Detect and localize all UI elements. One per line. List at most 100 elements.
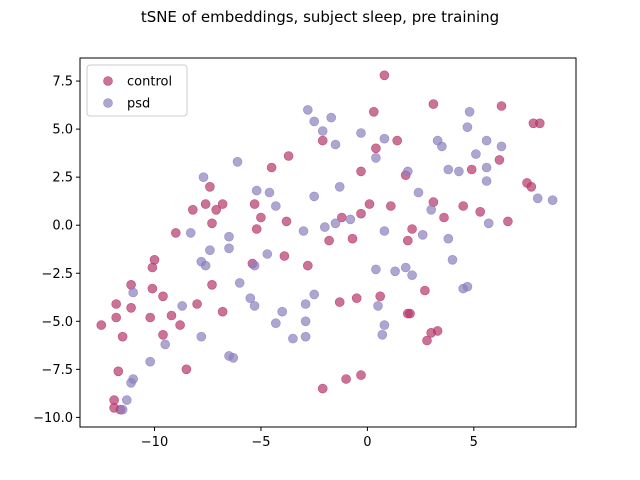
- point-control-42: [279, 251, 290, 261]
- point-control-20: [200, 199, 211, 209]
- point-control-61: [351, 293, 362, 304]
- point-psd-44: [447, 254, 458, 265]
- y-tick-label: −5.0: [41, 315, 73, 330]
- point-psd-76: [122, 395, 132, 405]
- point-psd-2: [326, 112, 337, 123]
- point-psd-55: [458, 283, 469, 294]
- point-psd-70: [160, 339, 170, 350]
- point-psd-61: [373, 301, 383, 311]
- point-psd-8: [330, 139, 341, 150]
- y-tick-label: −7.5: [41, 363, 73, 378]
- point-psd-66: [288, 333, 298, 344]
- y-tick-label: 2.5: [52, 171, 73, 186]
- point-control-32: [503, 216, 513, 227]
- point-control-38: [347, 233, 358, 244]
- point-control-26: [256, 212, 266, 223]
- point-psd-69: [377, 329, 388, 340]
- point-control-68: [432, 326, 443, 336]
- point-control-31: [475, 207, 486, 217]
- point-psd-33: [483, 218, 494, 229]
- point-psd-30: [426, 205, 437, 215]
- point-control-69: [422, 335, 432, 346]
- series-psd: [117, 105, 558, 415]
- point-psd-21: [481, 176, 492, 186]
- point-psd-5: [317, 126, 328, 136]
- point-psd-56: [177, 301, 187, 311]
- point-control-21: [217, 199, 228, 209]
- point-psd-50: [390, 266, 400, 277]
- y-tick-label: 7.5: [52, 75, 73, 90]
- point-psd-32: [330, 218, 341, 229]
- point-psd-16: [443, 164, 454, 175]
- point-psd-3: [464, 107, 475, 117]
- point-psd-23: [251, 185, 262, 196]
- plot-frame: [79, 57, 577, 428]
- x-axis: −10 −5 0 5: [141, 427, 478, 450]
- point-control-19: [249, 199, 260, 209]
- point-psd-11: [481, 135, 492, 146]
- point-psd-24: [264, 187, 275, 198]
- point-control-62: [375, 291, 386, 302]
- y-tick-label: −10.0: [33, 411, 73, 426]
- point-psd-25: [413, 187, 424, 198]
- legend: control psd: [86, 64, 188, 117]
- point-psd-63: [270, 318, 281, 329]
- point-control-43: [147, 262, 158, 273]
- point-control-55: [166, 310, 177, 321]
- point-control-60: [334, 297, 345, 307]
- point-psd-15: [371, 153, 381, 163]
- point-psd-75: [126, 377, 136, 388]
- point-control-10: [266, 162, 277, 173]
- point-control-24: [188, 205, 198, 215]
- point-psd-72: [228, 352, 239, 363]
- point-control-48: [207, 279, 217, 290]
- point-psd-34: [319, 222, 330, 232]
- point-psd-52: [234, 278, 245, 288]
- point-psd-58: [249, 301, 260, 311]
- point-psd-40: [443, 233, 454, 244]
- point-psd-37: [185, 228, 196, 238]
- point-control-9: [283, 151, 294, 161]
- point-psd-60: [277, 306, 288, 317]
- point-psd-46: [200, 260, 211, 271]
- point-control-73: [341, 374, 351, 384]
- point-psd-49: [371, 264, 381, 275]
- point-psd-29: [270, 201, 281, 211]
- legend-label-psd: psd: [127, 97, 150, 112]
- point-psd-64: [300, 316, 311, 327]
- point-psd-39: [224, 231, 234, 242]
- points-layer: [96, 70, 558, 415]
- point-control-40: [402, 235, 413, 246]
- point-control-3: [368, 107, 379, 117]
- point-control-72: [317, 383, 328, 394]
- legend-marker-control: [103, 76, 113, 86]
- point-control-7: [317, 135, 328, 146]
- legend-label-control: control: [127, 75, 172, 90]
- x-tick-label: −10: [141, 435, 168, 450]
- point-psd-38: [417, 230, 428, 240]
- point-psd-36: [298, 226, 309, 236]
- legend-marker-psd: [103, 98, 113, 108]
- point-psd-48: [400, 262, 411, 273]
- point-control-54: [217, 306, 228, 317]
- point-psd-22: [334, 182, 345, 192]
- point-control-51: [111, 299, 121, 309]
- x-tick-label: 5: [470, 435, 478, 450]
- point-psd-68: [196, 331, 207, 342]
- y-tick-label: −2.5: [41, 267, 73, 282]
- point-control-16: [205, 182, 215, 192]
- point-control-29: [281, 216, 292, 227]
- point-psd-20: [198, 172, 209, 182]
- point-psd-73: [145, 356, 155, 367]
- point-control-74: [356, 370, 366, 380]
- point-control-59: [175, 320, 185, 330]
- point-psd-59: [300, 299, 311, 309]
- point-control-39: [324, 235, 334, 246]
- point-psd-19: [402, 166, 413, 177]
- x-tick-label: 0: [363, 435, 371, 450]
- point-control-0: [379, 70, 390, 81]
- point-psd-27: [532, 193, 543, 204]
- point-control-2: [496, 101, 507, 111]
- point-control-53: [126, 302, 136, 313]
- point-control-30: [458, 201, 469, 211]
